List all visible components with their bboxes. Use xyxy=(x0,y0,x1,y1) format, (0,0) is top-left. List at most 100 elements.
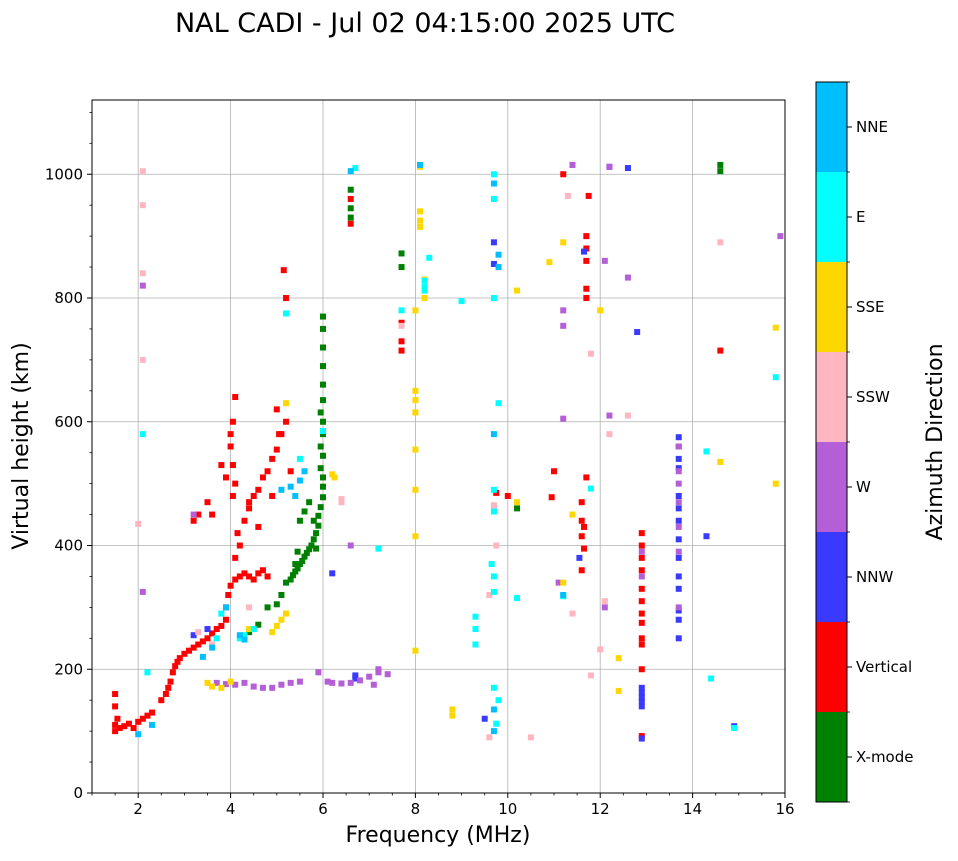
data-point xyxy=(149,721,156,728)
data-point xyxy=(222,604,229,611)
data-point xyxy=(338,680,345,687)
data-point xyxy=(560,307,567,314)
data-point xyxy=(283,579,290,586)
data-point xyxy=(296,517,303,524)
data-point xyxy=(490,588,497,595)
data-point xyxy=(606,431,613,438)
data-point xyxy=(112,703,119,710)
data-point xyxy=(421,295,428,301)
data-point xyxy=(227,431,234,438)
data-point xyxy=(250,493,257,499)
data-point xyxy=(320,474,326,481)
data-point xyxy=(356,677,363,684)
data-point xyxy=(338,499,345,506)
data-point xyxy=(320,313,326,320)
data-point xyxy=(222,681,229,688)
data-point xyxy=(236,542,243,549)
data-point xyxy=(139,356,146,363)
data-point xyxy=(246,604,253,611)
data-point xyxy=(204,626,211,633)
data-point xyxy=(125,720,132,727)
data-point xyxy=(370,681,377,688)
data-point xyxy=(638,542,645,549)
data-point xyxy=(229,493,236,499)
data-point xyxy=(209,683,216,690)
data-point xyxy=(488,561,495,568)
series-x-mode xyxy=(246,161,724,636)
data-point xyxy=(347,196,354,202)
data-point xyxy=(493,489,500,496)
colorbar-swatch xyxy=(816,262,847,352)
data-point xyxy=(303,549,310,556)
data-point xyxy=(587,350,594,357)
data-point xyxy=(490,573,497,580)
data-point xyxy=(301,468,308,475)
data-point xyxy=(259,474,266,481)
data-point xyxy=(112,721,119,728)
data-point xyxy=(135,718,142,725)
data-point xyxy=(772,324,779,331)
data-point xyxy=(675,517,682,524)
data-point xyxy=(241,679,248,686)
data-point xyxy=(398,250,405,257)
data-point xyxy=(139,270,146,277)
data-point xyxy=(287,679,294,686)
data-point xyxy=(504,493,511,499)
data-point xyxy=(624,274,631,281)
data-point xyxy=(165,684,172,691)
data-point xyxy=(675,548,682,555)
data-point xyxy=(310,517,317,524)
data-point xyxy=(486,734,493,741)
data-point xyxy=(292,561,299,568)
data-point xyxy=(287,576,294,583)
data-point xyxy=(578,567,585,574)
data-point xyxy=(139,588,146,595)
data-point xyxy=(587,485,594,492)
data-point xyxy=(412,446,419,453)
data-point xyxy=(264,573,271,580)
data-point xyxy=(273,601,280,608)
data-point xyxy=(158,697,165,704)
data-point xyxy=(412,647,419,654)
data-point xyxy=(527,734,534,741)
series-ssw xyxy=(135,168,724,741)
data-point xyxy=(259,684,266,691)
data-point xyxy=(675,554,682,561)
data-point xyxy=(195,641,202,648)
data-point xyxy=(472,641,479,648)
data-point xyxy=(320,381,326,388)
data-point xyxy=(675,523,682,530)
data-point xyxy=(583,285,590,292)
data-point xyxy=(638,548,645,555)
data-point xyxy=(426,254,433,261)
data-point xyxy=(273,446,280,453)
data-point xyxy=(597,646,604,653)
data-point xyxy=(139,168,146,175)
data-point xyxy=(675,434,682,441)
data-point xyxy=(449,706,456,713)
data-point xyxy=(172,663,179,670)
data-point xyxy=(315,669,322,676)
data-point xyxy=(421,277,428,284)
data-point xyxy=(490,431,497,438)
data-point xyxy=(708,675,715,682)
data-point xyxy=(229,462,236,469)
data-point xyxy=(329,679,336,686)
y-tick-label: 0 xyxy=(73,784,83,802)
data-point xyxy=(384,671,391,678)
data-point xyxy=(320,428,326,435)
data-point xyxy=(675,604,682,611)
data-point xyxy=(638,573,645,580)
data-point xyxy=(398,347,405,354)
data-point xyxy=(458,298,465,305)
data-point xyxy=(289,572,296,579)
data-point xyxy=(398,264,405,271)
data-point xyxy=(234,530,241,537)
data-point xyxy=(181,650,188,657)
data-point xyxy=(601,598,608,605)
data-point xyxy=(225,592,232,598)
data-point xyxy=(114,715,121,722)
data-point xyxy=(569,610,576,617)
data-point xyxy=(292,568,299,575)
